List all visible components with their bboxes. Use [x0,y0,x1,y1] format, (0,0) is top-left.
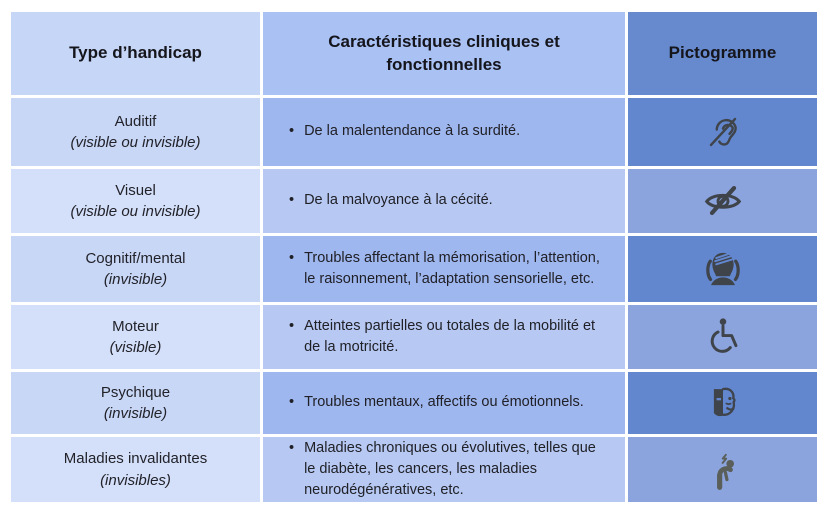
table-row-psychique-type-cell: Psychique (invisible) [11,372,260,434]
table-row-visuel-type-cell: Visuel (visible ou invisible) [11,169,260,233]
bullet-icon: • [289,123,295,140]
table-row-moteur-pictogram-cell [628,305,817,369]
handicap-type-name: Visuel [115,181,156,199]
eye-slash-icon [704,185,741,216]
characteristics-text: Maladies chroniques ou évolutives, telle… [304,439,596,499]
split-face-icon [713,387,736,417]
table-row-psychique-description-cell: • Troubles mentaux, affectifs ou émotion… [263,372,625,434]
characteristics-text: De la malentendance à la surdité. [304,123,521,140]
column-header-type: Type d’handicap [11,12,260,95]
column-header-characteristics-label: Caractéristiques cliniques et fonctionne… [328,31,560,74]
bent-person-icon [716,453,734,490]
handicap-type-name: Psychique [100,383,171,401]
table-row-cognitif-type-cell: Cognitif/mental (invisible) [11,236,260,302]
table-row-maladies-pictogram-cell [628,437,817,502]
handicap-visibility: (visible ou invisible) [70,203,201,220]
table-row-visuel-pictogram-cell [628,169,817,233]
characteristics-text: Troubles mentaux, affectifs ou émotionne… [304,394,584,411]
handicap-types-table: Type d’handicap Caractéristiques cliniqu… [11,12,817,502]
handicap-visibility: (invisibles) [100,471,171,489]
table-row-visuel-description-cell: • De la malvoyance à la cécité. [263,169,625,233]
handicap-type-name: Maladies invalidantes [63,450,208,468]
characteristics-text: Troubles affectant la mémorisation, l’at… [304,249,600,287]
table-row-maladies-type-cell: Maladies invalidantes (invisibles) [11,437,260,502]
column-header-pictogram-label: Pictogramme [668,43,777,63]
table-row-cognitif-pictogram-cell [628,236,817,302]
bullet-icon: • [289,394,295,411]
table-row-auditif-type-cell: Auditif (visible ou invisible) [11,98,260,166]
characteristics-text: Atteintes partielles ou totales de la mo… [304,317,596,355]
bullet-icon: • [289,249,295,266]
handicap-type-name: Moteur [112,317,159,335]
ear-slash-icon [709,117,737,147]
table-row-psychique-pictogram-cell [628,372,817,434]
bullet-icon: • [289,192,295,209]
handicap-type-name: Auditif [114,112,157,130]
wheelchair-icon [710,318,737,353]
table-row-cognitif-description-cell: • Troubles affectant la mémorisation, l’… [263,236,625,302]
handicap-visibility: (visible) [109,339,162,356]
handicap-visibility: (invisible) [103,271,168,288]
column-header-pictogram: Pictogramme [628,12,817,95]
bullet-icon: • [289,317,295,334]
handicap-visibility: (invisible) [103,405,168,422]
table-row-moteur-description-cell: • Atteintes partielles ou totales de la … [263,305,625,369]
table-row-auditif-pictogram-cell [628,98,817,166]
column-header-characteristics: Caractéristiques cliniques et fonctionne… [263,12,625,95]
handicap-type-name: Cognitif/mental [85,249,186,267]
table-row-moteur-type-cell: Moteur (visible) [11,305,260,369]
table-row-maladies-description-cell: • Maladies chroniques ou évolutives, tel… [263,437,625,502]
characteristics-text: De la malvoyance à la cécité. [304,192,493,209]
column-header-type-label: Type d’handicap [69,43,202,63]
bullet-icon: • [289,439,295,456]
confused-head-icon [705,251,740,286]
handicap-visibility: (visible ou invisible) [70,134,201,151]
table-row-auditif-description-cell: • De la malentendance à la surdité. [263,98,625,166]
